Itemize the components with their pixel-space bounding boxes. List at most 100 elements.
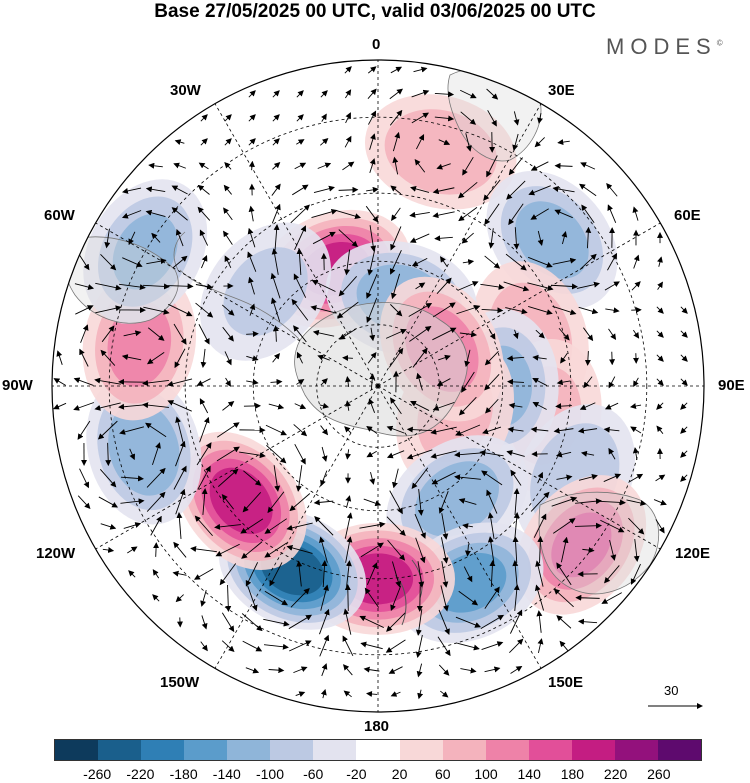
wind-vector — [415, 609, 423, 636]
wind-vector — [320, 138, 329, 146]
wind-vector — [224, 114, 232, 122]
wind-vector — [462, 156, 474, 176]
wind-vector — [535, 329, 545, 339]
wind-vector — [557, 139, 570, 146]
colorbar-swatch — [55, 740, 99, 760]
wind-vector — [97, 420, 118, 440]
wind-vector — [389, 490, 403, 515]
wind-vector — [270, 378, 283, 385]
wind-vector — [367, 88, 377, 99]
wind-vector — [222, 401, 235, 411]
colorbar-tick-label: -100 — [255, 766, 285, 782]
wind-vector — [294, 403, 307, 410]
wind-vector — [77, 495, 91, 510]
wind-vector — [338, 276, 358, 297]
wind-vector — [411, 89, 430, 98]
wind-vector — [436, 163, 451, 170]
wind-vector — [248, 160, 255, 171]
wind-vector — [363, 666, 380, 673]
wind-vector — [537, 536, 544, 564]
wind-vector — [310, 305, 337, 314]
wind-vector — [312, 329, 335, 337]
wind-vector — [174, 348, 186, 369]
wind-vector — [484, 586, 500, 609]
wind-vector — [120, 498, 145, 505]
colorbar-swatch — [399, 740, 443, 760]
wind-vector — [464, 349, 471, 368]
wind-vector — [406, 449, 433, 460]
wind-vector — [127, 546, 138, 554]
wind-vector — [172, 570, 187, 577]
wind-vector — [241, 613, 263, 632]
wind-vector — [321, 663, 328, 677]
wind-vector — [345, 449, 352, 460]
wind-vector — [605, 307, 620, 314]
wind-vector — [583, 376, 593, 389]
colorbar-tick-label: -60 — [303, 766, 324, 782]
wind-vector — [219, 563, 237, 586]
wind-vector — [630, 426, 642, 434]
wind-vector — [535, 560, 544, 587]
wind-vector — [391, 468, 399, 489]
wind-vector — [487, 512, 495, 539]
wind-vector — [412, 347, 428, 368]
wind-vector — [364, 587, 379, 608]
wind-vector — [342, 635, 354, 656]
wind-vector — [386, 612, 406, 632]
wind-vector — [196, 378, 211, 386]
latitude-circle — [108, 116, 648, 656]
wind-vector — [432, 187, 455, 195]
wind-vector — [166, 378, 193, 387]
wind-vector — [344, 426, 352, 434]
wind-vectors — [53, 66, 688, 700]
wind-vector — [118, 403, 145, 410]
wind-vector — [532, 354, 547, 361]
wind-vector — [295, 691, 306, 697]
wind-vector — [552, 257, 577, 265]
wind-vector — [217, 468, 239, 487]
wind-vector — [460, 667, 477, 674]
wind-vector — [121, 354, 142, 361]
wind-vector — [559, 640, 569, 651]
wind-vector — [366, 297, 378, 324]
wind-vector — [102, 547, 115, 553]
longitude-label: 90W — [2, 377, 33, 394]
meridian-line — [377, 385, 542, 669]
wind-vector — [578, 474, 598, 481]
wind-vector — [320, 584, 329, 611]
colorbar-swatch — [528, 740, 572, 760]
wind-vector — [360, 641, 383, 650]
wind-vector — [121, 210, 142, 219]
wind-vector — [311, 208, 338, 219]
wind-vector — [537, 112, 543, 124]
wind-vector — [560, 352, 568, 364]
wind-vector — [489, 560, 496, 588]
wind-vector — [369, 133, 376, 150]
wind-vector — [656, 330, 664, 338]
wind-vector — [345, 112, 351, 124]
wind-vector — [223, 207, 233, 221]
wind-vector — [264, 518, 288, 534]
wind-vector — [246, 355, 259, 362]
wind-vector — [142, 283, 170, 290]
wind-vector — [488, 328, 496, 340]
wind-vector — [577, 618, 598, 625]
wind-vector — [633, 254, 640, 269]
longitude-label: 30E — [548, 82, 575, 99]
wind-vector — [553, 518, 576, 534]
wind-vector — [242, 640, 263, 652]
wind-vector — [193, 568, 214, 580]
wind-vector — [195, 283, 214, 290]
wind-vector — [342, 161, 355, 171]
wind-vector — [509, 609, 523, 634]
wind-vector — [246, 330, 259, 337]
wind-vector — [513, 488, 520, 515]
wind-vector — [338, 186, 359, 193]
wind-vector — [513, 512, 520, 539]
colorbar-tick-label: 60 — [435, 766, 451, 782]
wind-vector — [430, 426, 457, 435]
wind-vector — [633, 538, 640, 562]
wind-vector — [455, 424, 481, 436]
wind-vector — [201, 255, 208, 269]
wind-vector — [436, 378, 451, 386]
